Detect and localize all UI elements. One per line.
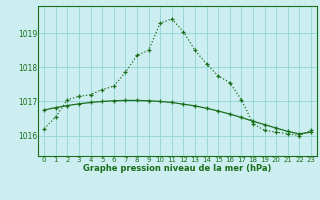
X-axis label: Graphe pression niveau de la mer (hPa): Graphe pression niveau de la mer (hPa): [84, 164, 272, 173]
